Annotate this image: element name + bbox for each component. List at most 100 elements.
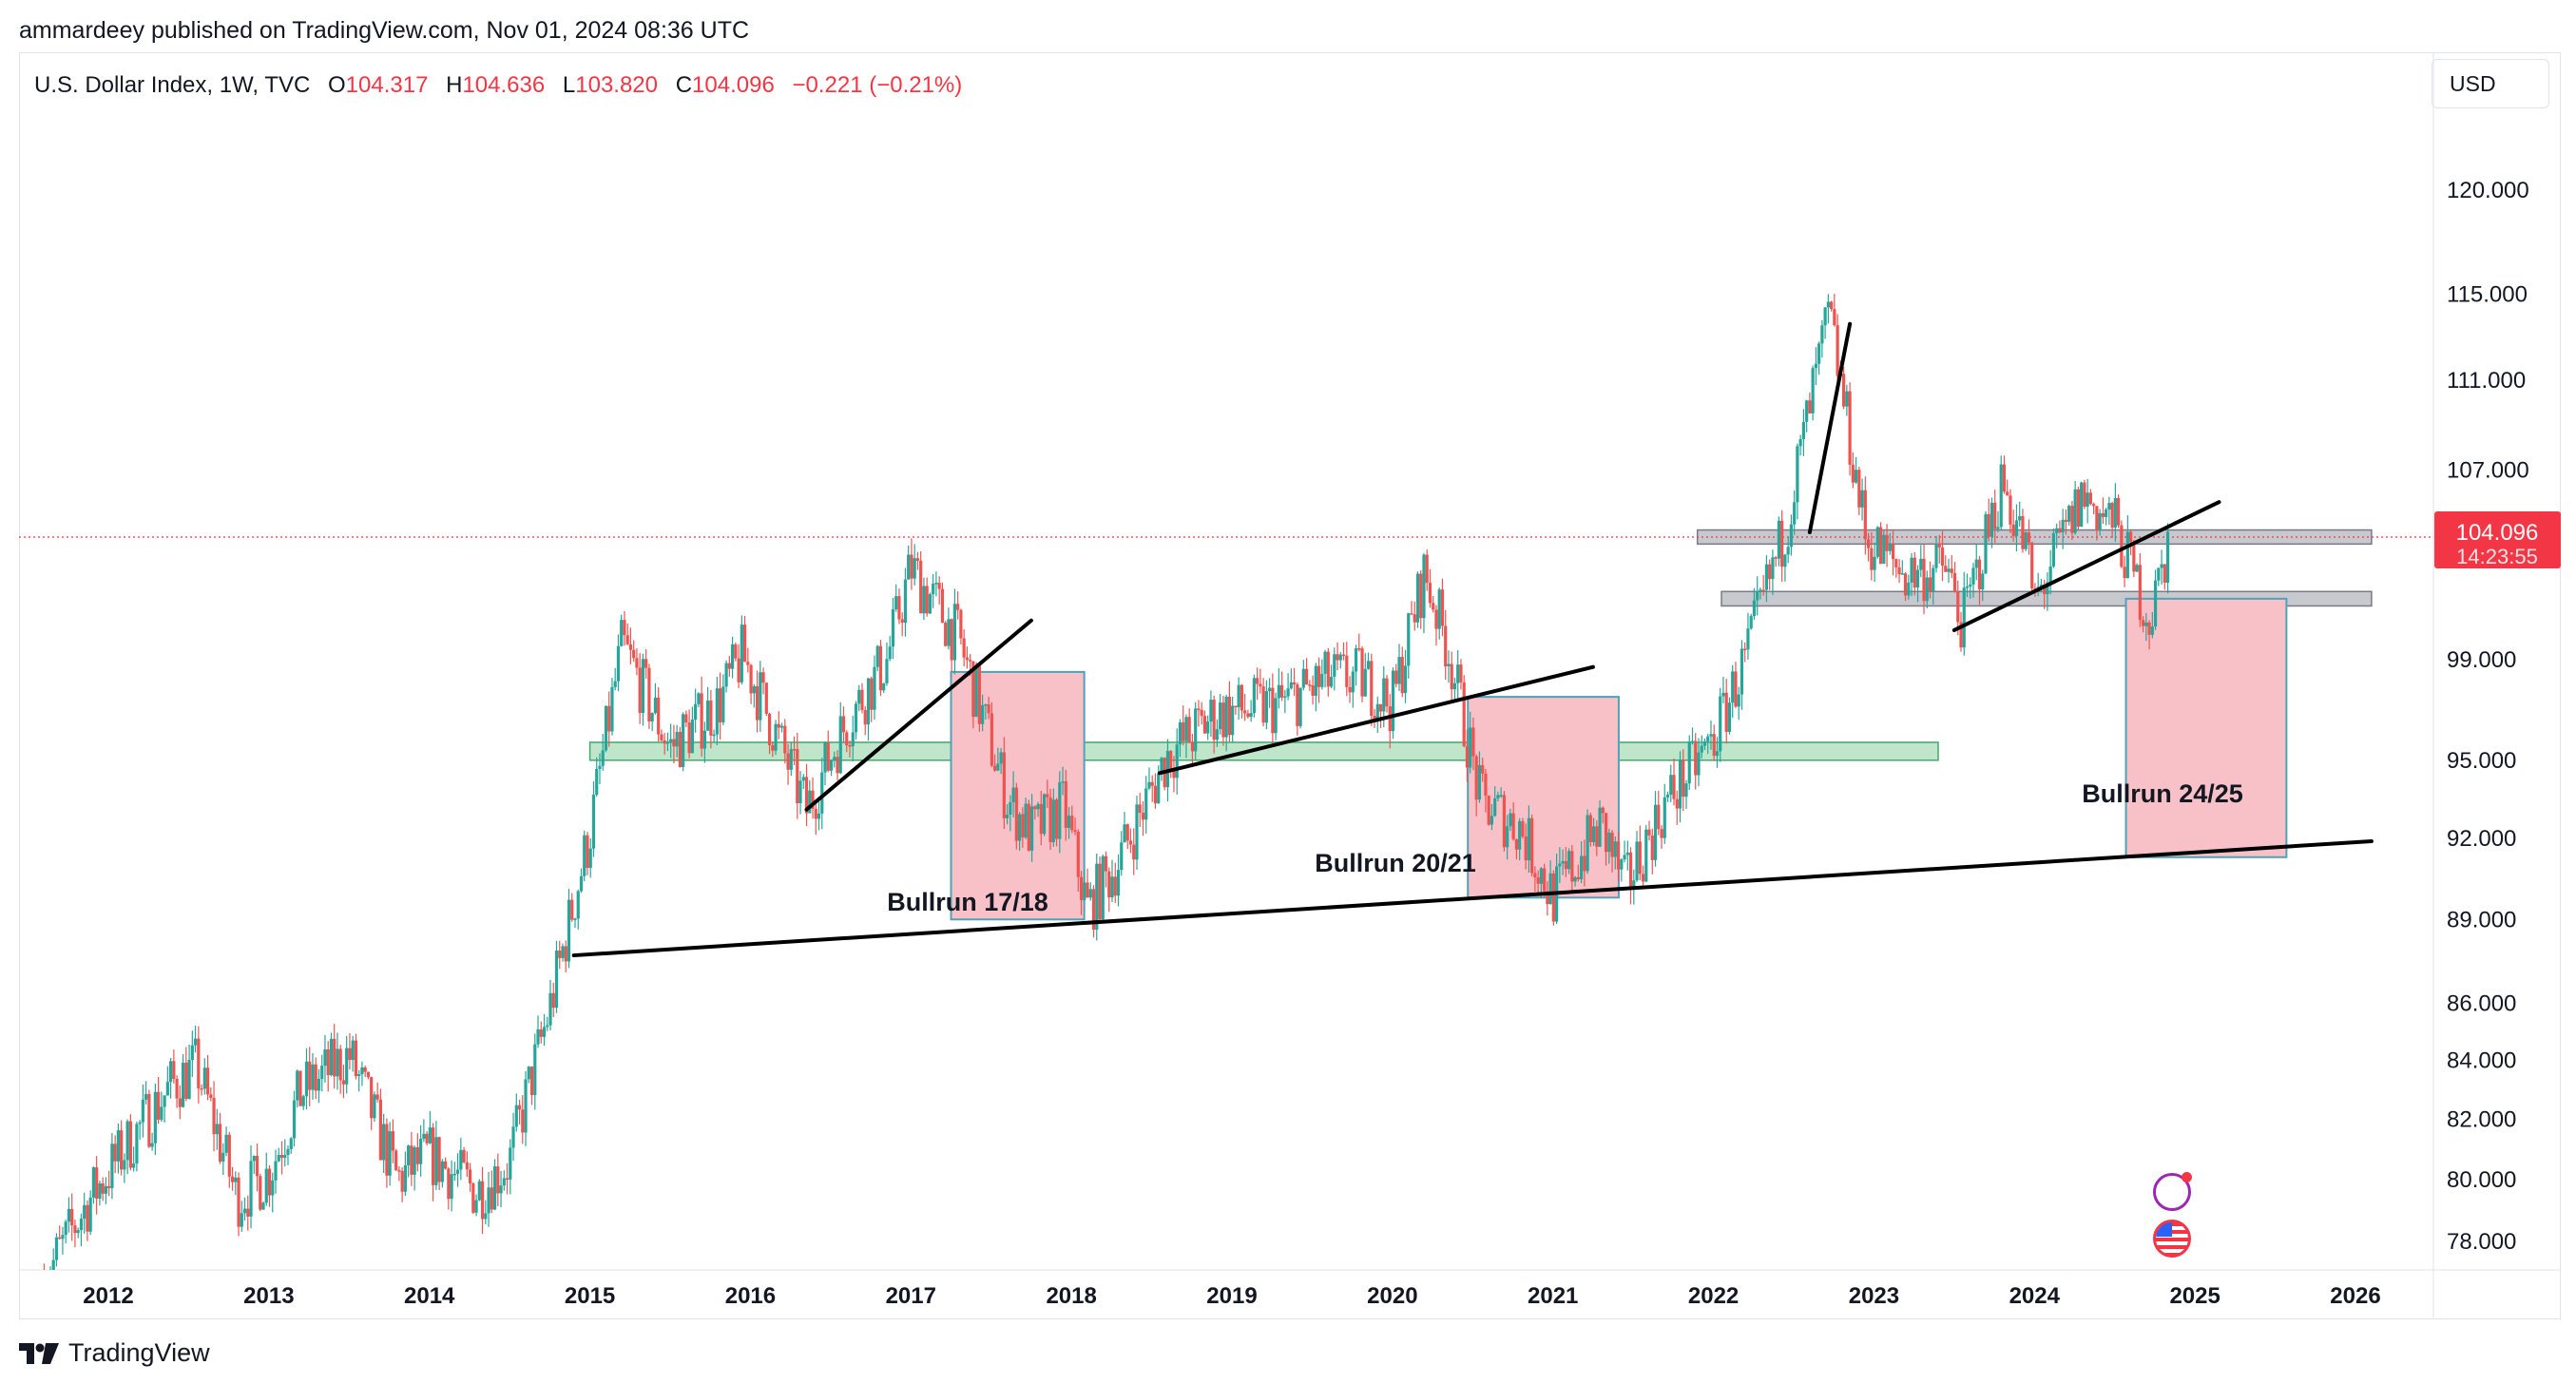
candle-body [2113,497,2117,529]
candle-body [1854,470,1858,483]
candle-body [1434,609,1438,629]
candle-body [76,1230,80,1234]
candle-body [771,744,775,751]
candle-body [2055,528,2059,533]
candle-body [98,1182,102,1200]
candle-body [947,619,951,646]
candle-body [1783,554,1787,567]
candle-body [1070,816,1074,831]
candle-body [125,1121,129,1161]
candle-body [1959,622,1963,648]
candle-body [1700,745,1703,753]
candle-body [190,1045,194,1061]
candle-body [160,1106,163,1120]
candle-body [230,1176,235,1182]
candle-body [1913,557,1916,588]
symbol-title: U.S. Dollar Index, 1W, TVC [34,72,311,98]
candle-body [255,1155,260,1177]
candle-body [1826,301,1830,308]
candle-body [79,1219,84,1231]
candle-body [1863,490,1867,540]
candle-body [965,657,969,661]
candle-body [326,1048,330,1076]
candle-body [175,1078,179,1099]
us-flag-icon[interactable] [2153,1220,2191,1258]
candle-body [657,697,661,735]
candle-body [444,1161,448,1169]
currency-button[interactable]: USD [2432,59,2549,108]
candle-body [1777,520,1781,559]
candle-body [1509,813,1512,827]
candle-body [1885,534,1889,551]
candle-body [1224,696,1228,738]
candle-body [227,1134,231,1177]
trendline-2016 [804,618,1033,812]
trendline-2023-2024 [1951,500,2221,632]
candle-body [88,1197,92,1232]
candle-body [981,704,985,724]
candle-body [1521,820,1525,837]
candle-body [1616,841,1621,870]
candle-body [542,1027,547,1037]
candle-body [1123,824,1126,843]
candle-body [752,686,756,694]
candle-body [567,899,571,962]
candle-body [1187,717,1191,742]
candle-body [1848,391,1852,465]
candle-body [2120,525,2124,567]
candle-body [2105,509,2108,517]
candle-body [1027,803,1030,851]
candle-body [1789,524,1794,548]
candle-body [271,1180,275,1196]
candle-body [1811,368,1815,413]
candle-body [338,1048,342,1081]
candle-body [1932,567,1935,591]
candle-body [1628,852,1633,888]
candle-body [1354,648,1358,672]
candle-body [1752,600,1757,617]
candle-body [348,1048,352,1061]
candle-body [2147,622,2151,635]
candle-body [1206,721,1210,734]
candle-body [2129,531,2133,543]
candle-body [168,1061,173,1083]
candle-body [1280,684,1284,698]
candle-body [1061,781,1065,783]
candle-body [1104,855,1108,872]
tradingview-brand: TradingView [68,1338,210,1367]
candle-body [1046,794,1049,798]
candle-body [150,1143,154,1147]
candle-body [1243,710,1247,714]
candle-body [1422,554,1426,619]
candle-body [857,689,861,704]
candle-body [471,1182,475,1213]
candle-body [1724,692,1728,733]
candle-body [1425,554,1429,584]
footer[interactable]: TradingView [19,1338,210,1368]
candle-body [2080,482,2084,528]
x-tick-label: 2022 [1688,1283,1739,1309]
candle-body [2163,564,2166,584]
candle-body [462,1149,466,1163]
candle-body [660,734,663,740]
candle-body [304,1061,309,1097]
candle-body [314,1064,317,1091]
candle-body [1296,684,1299,726]
candle-body [1583,855,1586,872]
x-tick-label: 2014 [404,1283,455,1309]
candle-body [1934,544,1938,568]
candle-body [706,700,710,731]
open-label: O [328,72,346,98]
candle-body [700,693,703,749]
candle-body [252,1155,256,1162]
candle-body [1432,603,1435,610]
candle-body [907,554,911,580]
candle-body [2046,582,2049,595]
candle-body [1240,684,1243,711]
candle-body [296,1070,299,1101]
flash-icon[interactable] [2153,1172,2192,1211]
candle-body [2009,495,2012,525]
candle-body [1249,713,1253,718]
candle-body [410,1145,413,1175]
